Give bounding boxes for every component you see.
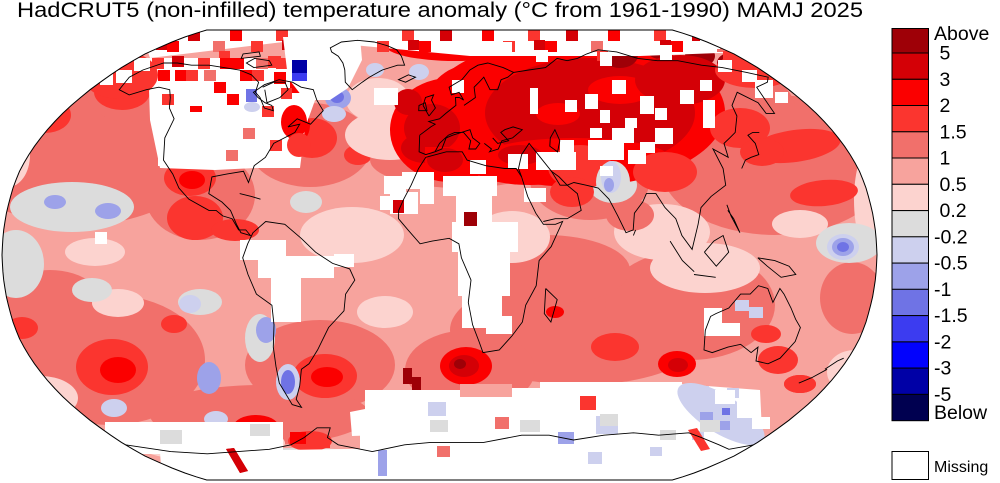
svg-text:0.5: 0.5 [940, 174, 967, 196]
svg-text:-0.2: -0.2 [934, 226, 968, 248]
svg-text:3: 3 [940, 69, 951, 91]
svg-text:5: 5 [940, 43, 951, 65]
svg-text:Missing: Missing [934, 459, 988, 476]
svg-text:1.5: 1.5 [940, 121, 967, 143]
svg-text:-2: -2 [934, 331, 951, 353]
svg-text:1: 1 [940, 148, 951, 170]
svg-text:-1.5: -1.5 [934, 305, 968, 327]
svg-text:Above: Above [934, 23, 989, 45]
svg-text:-5: -5 [934, 384, 951, 406]
svg-text:0.2: 0.2 [940, 200, 967, 222]
svg-text:HadCRUT5 (non-infilled) temper: HadCRUT5 (non-infilled) temperature anom… [17, 0, 863, 22]
svg-text:-0.5: -0.5 [934, 253, 968, 275]
svg-text:Below: Below [934, 402, 988, 424]
svg-text:-3: -3 [934, 358, 951, 380]
svg-text:-1: -1 [934, 279, 951, 301]
svg-text:2: 2 [940, 95, 951, 117]
